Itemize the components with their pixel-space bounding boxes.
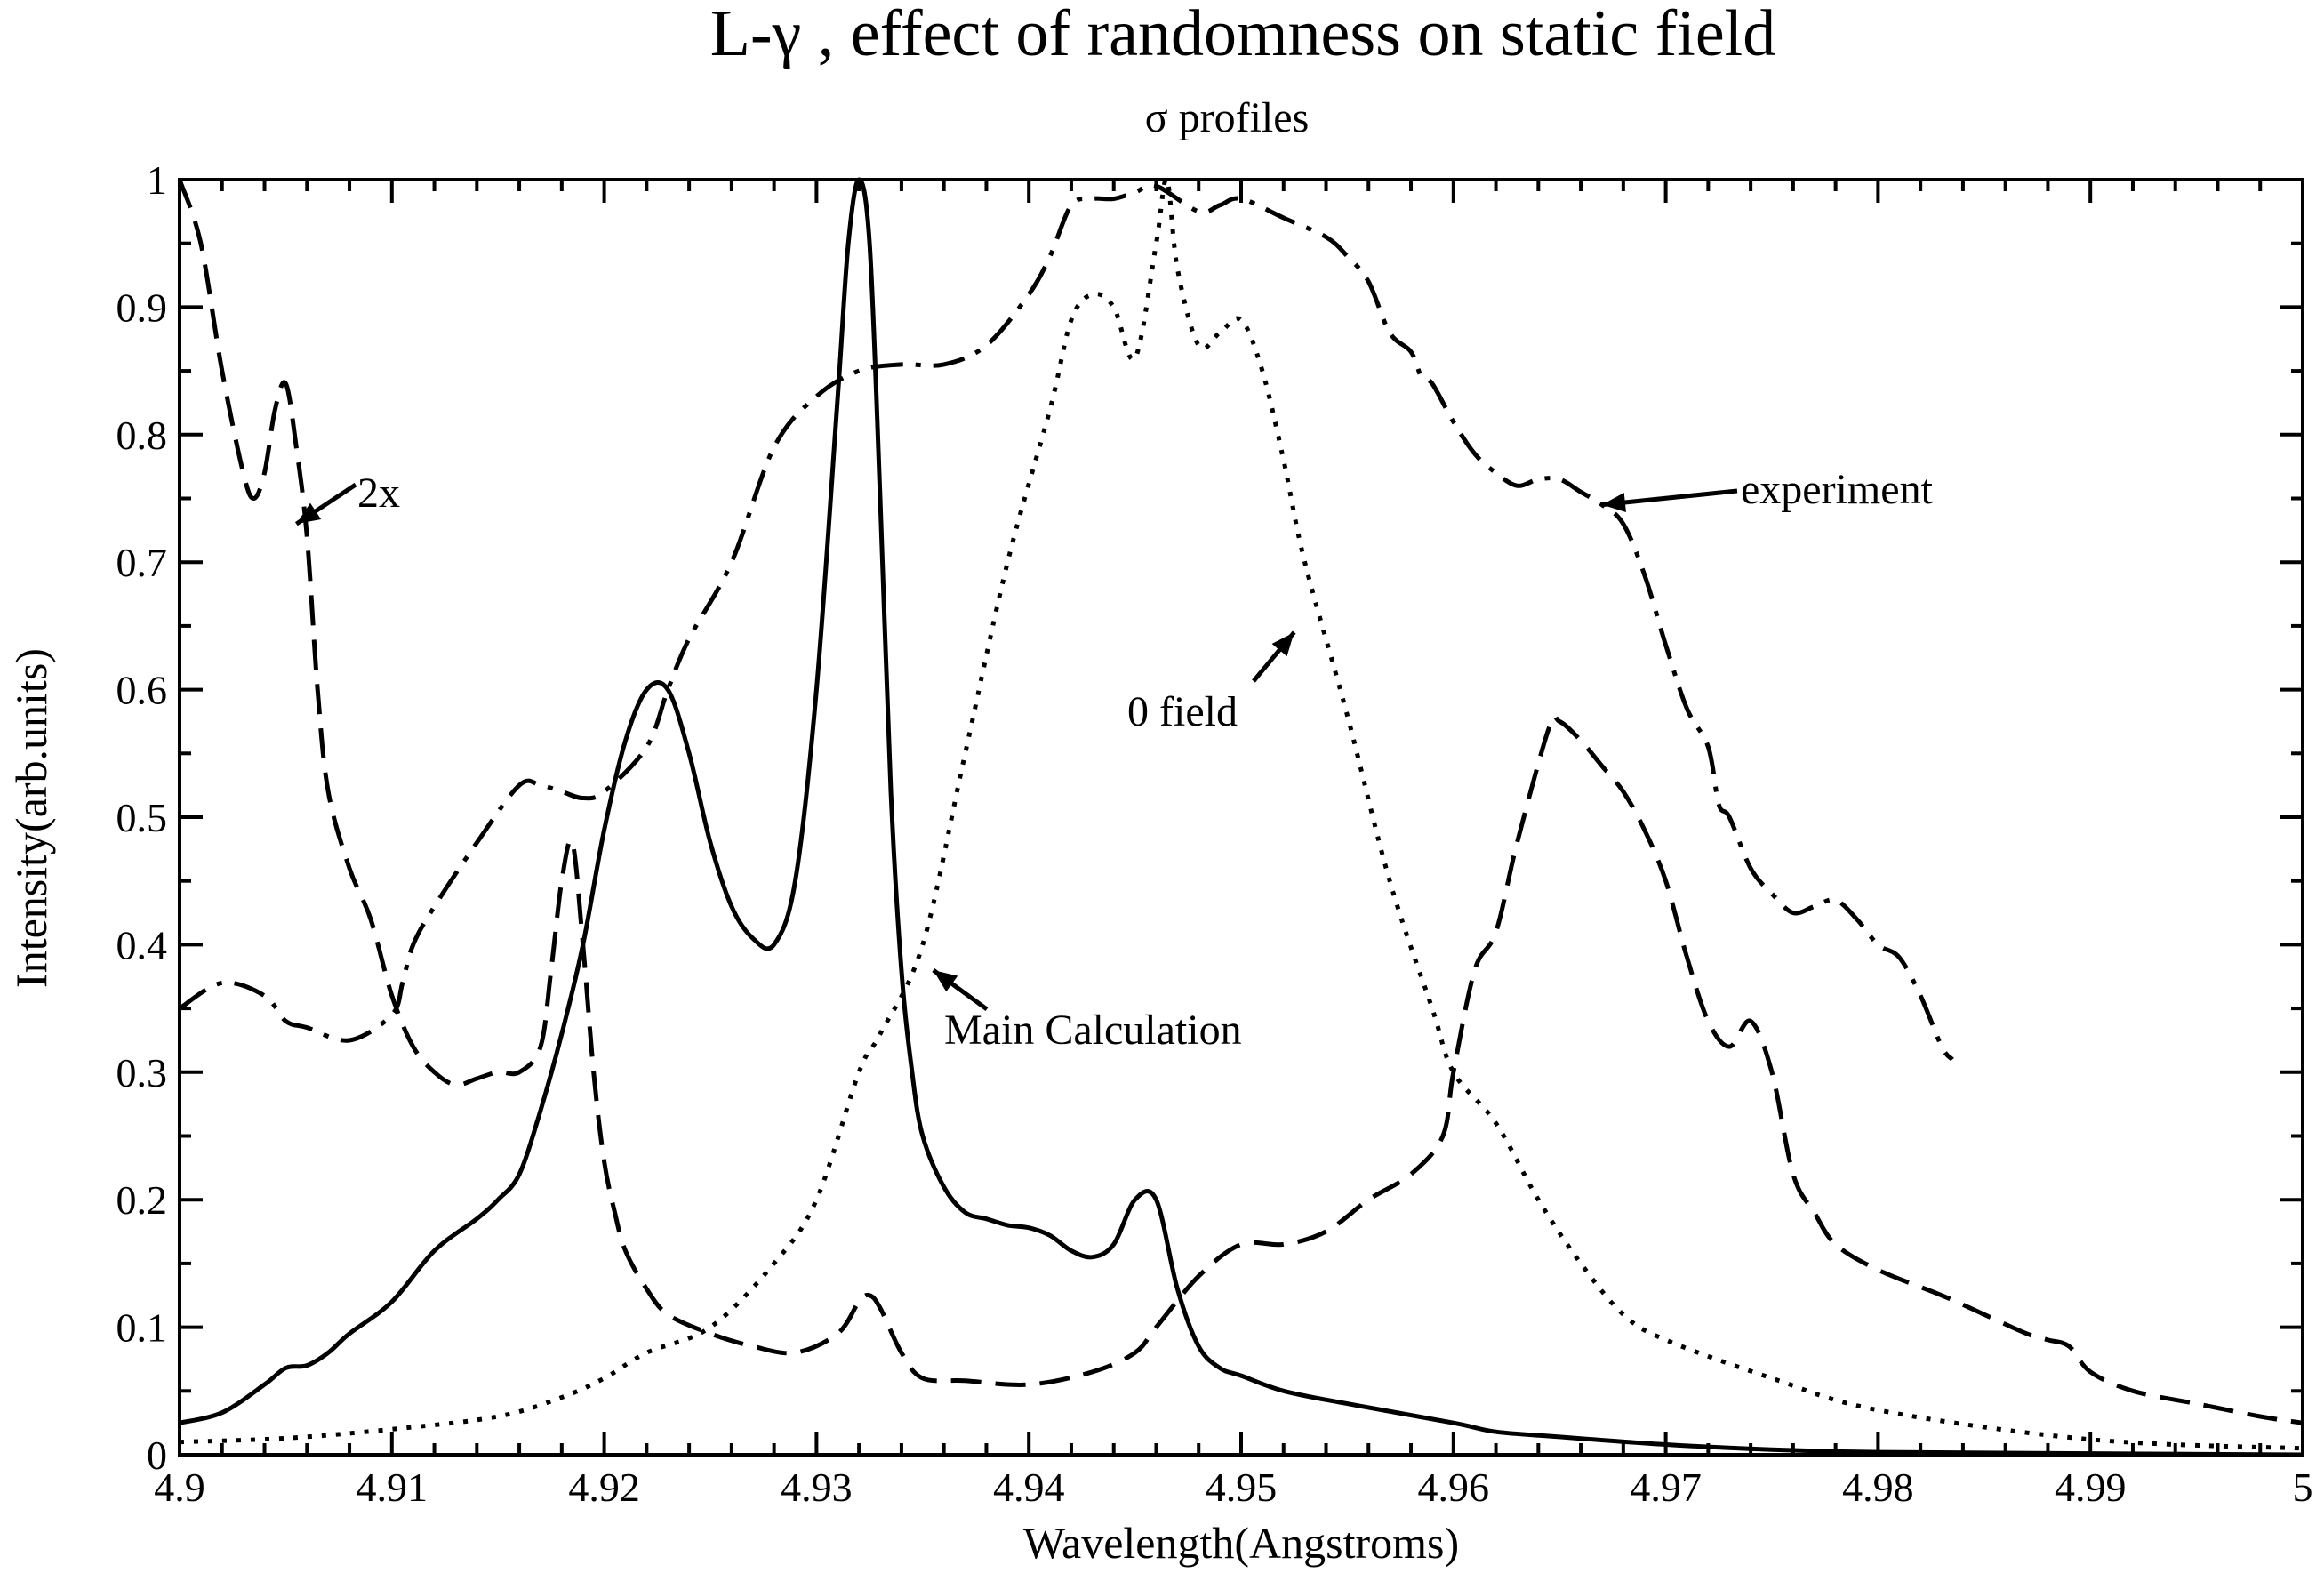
x-tick-label: 4.99: [2055, 1465, 2127, 1510]
x-tick-label: 4.9: [154, 1465, 205, 1510]
chart-title: L-γ , effect of randomness on static fie…: [710, 0, 1776, 70]
x-axis: 4.9 4.91 4.92 4.93 4.94 4.95 4.96 4.97 4.98 4.99 5: [154, 180, 2313, 1510]
annotation-arrowhead: [1601, 493, 1626, 512]
x-axis-label: Wavelength(Angstroms): [1023, 1518, 1459, 1568]
series-experiment: [178, 182, 1954, 1062]
x-tick-label: 4.94: [993, 1465, 1065, 1510]
x-tick-label: 4.95: [1206, 1465, 1278, 1510]
y-tick-label: 0.9: [116, 285, 168, 330]
y-tick-label: 0: [147, 1433, 167, 1478]
y-tick-label: 1: [147, 157, 167, 203]
y-tick-label: 0.7: [116, 540, 168, 585]
x-tick-label: 5: [2293, 1465, 2313, 1510]
annotation-label: Main Calculation: [944, 1007, 1242, 1054]
plot-frame: [178, 178, 2304, 1457]
annotation-label: 2x: [357, 469, 400, 517]
annotation-label: experiment: [1741, 466, 1934, 513]
series-0-field: [179, 177, 2304, 1451]
series-layer: [177, 177, 2304, 1457]
x-tick-label: 4.97: [1630, 1465, 1702, 1510]
series-2x: [177, 179, 2304, 1425]
x-tick-label: 4.98: [1842, 1465, 1914, 1510]
x-tick-label: 4.91: [357, 1465, 429, 1510]
y-tick-label: 0.1: [116, 1305, 168, 1351]
annotation-label: 0 field: [1127, 688, 1238, 735]
annotation-arrowhead: [933, 970, 958, 992]
x-tick-label: 4.92: [568, 1465, 640, 1510]
x-tick-label: 4.96: [1418, 1465, 1490, 1510]
y-tick-label: 0.4: [116, 922, 168, 967]
annotation-arrowhead: [1271, 632, 1294, 657]
y-axis-label: Intensity(arb.units): [6, 648, 56, 988]
chart-subtitle: σ profiles: [1145, 94, 1310, 141]
x-tick-label: 4.93: [781, 1465, 853, 1510]
y-tick-label: 0.8: [116, 413, 168, 458]
series-main-calculation: [179, 177, 2304, 1457]
y-tick-label: 0.6: [116, 668, 168, 713]
y-tick-label: 0.3: [116, 1050, 168, 1095]
annotation-arrowhead: [296, 502, 322, 525]
y-tick-label: 0.2: [116, 1177, 168, 1223]
annotations: 2x experiment 0 field Main Calculation: [294, 466, 1934, 1054]
y-tick-label: 0.5: [116, 795, 168, 840]
y-axis: 0 0.1 0.2 0.3 0.4 0.5 0.6 0.7 0.8 0.9 1: [116, 157, 2303, 1478]
